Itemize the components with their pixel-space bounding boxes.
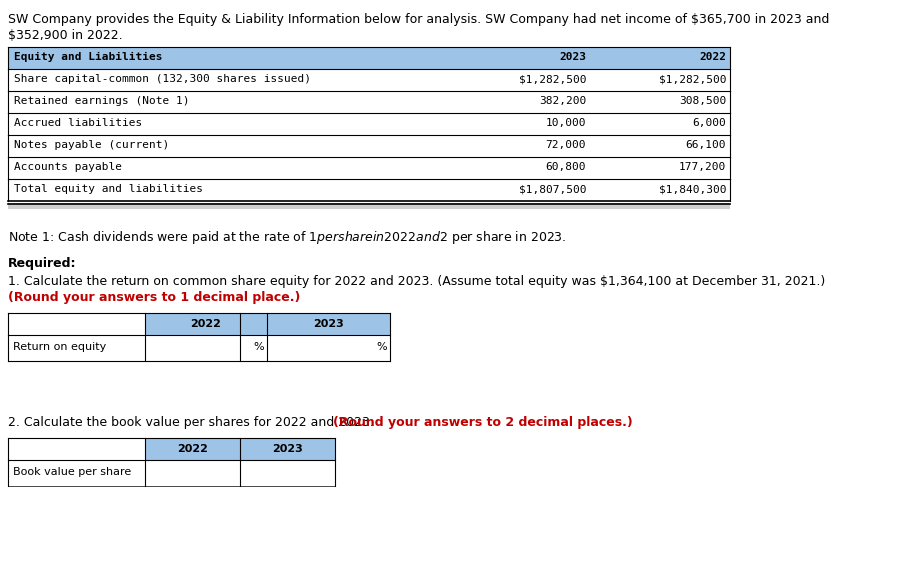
- Text: 2022: 2022: [191, 319, 221, 329]
- Text: Note 1: Cash dividends were paid at the rate of $1 per share in 2022 and $2 per : Note 1: Cash dividends were paid at the …: [8, 229, 566, 246]
- Text: 2023: 2023: [272, 444, 303, 454]
- Text: (Round your answers to 1 decimal place.): (Round your answers to 1 decimal place.): [8, 291, 300, 304]
- Text: $1,807,500: $1,807,500: [519, 184, 586, 194]
- Text: 308,500: 308,500: [678, 96, 726, 106]
- Text: 177,200: 177,200: [678, 162, 726, 172]
- Text: 2022: 2022: [699, 52, 726, 62]
- Text: 2. Calculate the book value per shares for 2022 and 2023.: 2. Calculate the book value per shares f…: [8, 416, 378, 429]
- Text: 6,000: 6,000: [692, 118, 726, 128]
- Bar: [145, 438, 240, 460]
- Text: Notes payable (current): Notes payable (current): [14, 140, 169, 150]
- Text: Accounts payable: Accounts payable: [14, 162, 122, 172]
- Bar: [240, 438, 335, 460]
- Text: 60,800: 60,800: [545, 162, 586, 172]
- Text: 1. Calculate the return on common share equity for 2022 and 2023. (Assume total : 1. Calculate the return on common share …: [8, 275, 825, 288]
- Text: 2023: 2023: [313, 319, 344, 329]
- Bar: [267, 313, 390, 335]
- Text: 2023: 2023: [559, 52, 586, 62]
- Text: 66,100: 66,100: [686, 140, 726, 150]
- Text: Required:: Required:: [8, 257, 76, 270]
- Text: %: %: [253, 342, 264, 352]
- Text: Book value per share: Book value per share: [13, 467, 131, 477]
- Text: (Round your answers to 2 decimal places.): (Round your answers to 2 decimal places.…: [333, 416, 633, 429]
- Text: Retained earnings (Note 1): Retained earnings (Note 1): [14, 96, 189, 106]
- Text: 382,200: 382,200: [539, 96, 586, 106]
- Text: Total equity and liabilities: Total equity and liabilities: [14, 184, 203, 194]
- Text: $1,282,500: $1,282,500: [658, 74, 726, 84]
- Text: %: %: [376, 342, 387, 352]
- Bar: [8, 203, 730, 209]
- Text: Equity and Liabilities: Equity and Liabilities: [14, 52, 162, 62]
- Text: $352,900 in 2022.: $352,900 in 2022.: [8, 29, 123, 42]
- Text: $1,282,500: $1,282,500: [519, 74, 586, 84]
- Bar: [145, 313, 267, 335]
- Text: 10,000: 10,000: [545, 118, 586, 128]
- Text: Share capital-common (132,300 shares issued): Share capital-common (132,300 shares iss…: [14, 74, 311, 84]
- Text: 72,000: 72,000: [545, 140, 586, 150]
- Text: 2022: 2022: [177, 444, 208, 454]
- Text: $1,840,300: $1,840,300: [658, 184, 726, 194]
- Bar: [8, 47, 730, 69]
- Text: SW Company provides the Equity & Liability Information below for analysis. SW Co: SW Company provides the Equity & Liabili…: [8, 13, 829, 26]
- Text: Accrued liabilities: Accrued liabilities: [14, 118, 142, 128]
- Text: Return on equity: Return on equity: [13, 342, 106, 352]
